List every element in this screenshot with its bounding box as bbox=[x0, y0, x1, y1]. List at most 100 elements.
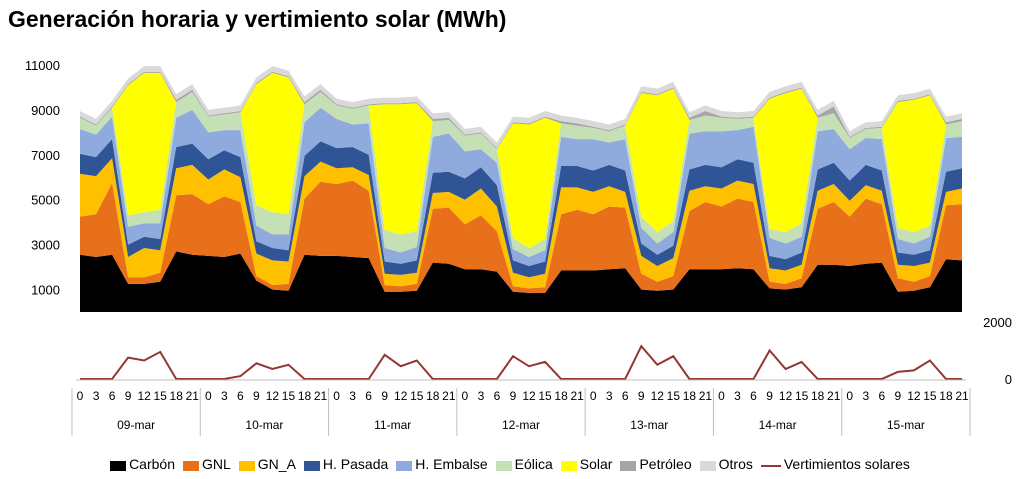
legend-item: GNL bbox=[182, 456, 231, 473]
legend-item: Vertimientos solares bbox=[760, 456, 910, 473]
legend-item: Otros bbox=[699, 456, 753, 473]
x-hour-label: 3 bbox=[221, 389, 228, 403]
x-hour-label: 15 bbox=[795, 389, 809, 403]
x-hour-label: 6 bbox=[878, 389, 885, 403]
legend-swatch bbox=[182, 460, 199, 471]
y-axis-secondary: 0 2000 bbox=[983, 315, 1012, 387]
y-tick-label: 1000 bbox=[31, 283, 60, 298]
x-hour-label: 12 bbox=[651, 389, 665, 403]
x-hour-label: 15 bbox=[282, 389, 296, 403]
legend-swatch bbox=[620, 460, 637, 471]
legend-swatch bbox=[699, 460, 716, 471]
y-axis-main: 1000 3000 5000 7000 9000 11000 bbox=[25, 58, 60, 298]
x-hour-label: 21 bbox=[699, 389, 713, 403]
x-hour-label: 6 bbox=[494, 389, 501, 403]
x-day-label: 09-mar bbox=[117, 418, 155, 432]
x-hour-label: 9 bbox=[381, 389, 388, 403]
legend-label: GN_A bbox=[257, 456, 296, 473]
x-hour-label: 9 bbox=[125, 389, 132, 403]
x-hour-label: 21 bbox=[314, 389, 328, 403]
area-series-GNL bbox=[80, 180, 962, 293]
x-hour-label: 12 bbox=[137, 389, 151, 403]
x-hour-label: 12 bbox=[907, 389, 921, 403]
legend: Carbón GNL GN_A H. Pasada H. Embalse Eólica So… bbox=[0, 455, 1020, 472]
x-day-label: 12-mar bbox=[502, 418, 540, 432]
x-hour-label: 3 bbox=[862, 389, 869, 403]
legend-label: Otros bbox=[718, 456, 753, 473]
x-axis: 0 3 6 9 12 15 18 21 0 3 6 9 12 15 18 21 0 3 6 9 12 15 18 21 0 3 6 9… bbox=[71, 379, 971, 436]
y-tick-label: 3000 bbox=[31, 238, 60, 253]
x-hour-label: 15 bbox=[538, 389, 552, 403]
x-hour-label: 18 bbox=[298, 389, 312, 403]
area-series-H. Embalse bbox=[80, 107, 962, 266]
x-hour-label: 21 bbox=[442, 389, 456, 403]
x-hour-label: 6 bbox=[237, 389, 244, 403]
x-hour-label: 21 bbox=[827, 389, 841, 403]
x-hour-label: 12 bbox=[394, 389, 408, 403]
legend-label: Vertimientos solares bbox=[783, 456, 910, 473]
legend-item: Carbón bbox=[110, 456, 175, 472]
x-hour-label: 15 bbox=[410, 389, 424, 403]
legend-item: GN_A bbox=[238, 456, 296, 473]
x-hour-label: 0 bbox=[462, 389, 469, 403]
x-hour-label: 3 bbox=[478, 389, 485, 403]
area-series-Solar bbox=[80, 72, 962, 249]
line-series-vertimientos bbox=[80, 344, 962, 380]
x-hour-label: 6 bbox=[750, 389, 757, 403]
x-hour-label: 3 bbox=[93, 389, 100, 403]
x-hour-label: 9 bbox=[766, 389, 773, 403]
x-hour-label: 3 bbox=[734, 389, 741, 403]
x-day-label: 10-mar bbox=[245, 418, 283, 432]
x-hour-label: 0 bbox=[205, 389, 212, 403]
legend-item: Solar bbox=[560, 456, 613, 473]
y-tick-label: 11000 bbox=[25, 58, 60, 73]
legend-label: GNL bbox=[201, 456, 231, 473]
legend-swatch bbox=[396, 460, 413, 471]
x-hour-label: 18 bbox=[426, 389, 440, 403]
x-hour-label: 18 bbox=[170, 389, 184, 403]
x-hour-label: 6 bbox=[365, 389, 372, 403]
legend-swatch bbox=[110, 460, 127, 471]
chart-title: Generación horaria y vertimiento solar (… bbox=[8, 6, 507, 32]
area-series-GN_A bbox=[80, 158, 962, 289]
x-hour-label: 21 bbox=[955, 389, 969, 403]
x-hour-label: 15 bbox=[667, 389, 681, 403]
legend-swatch bbox=[495, 460, 512, 471]
x-hour-label: 18 bbox=[554, 389, 568, 403]
legend-item: Eólica bbox=[495, 456, 553, 472]
x-hour-label: 21 bbox=[570, 389, 584, 403]
x-day-label: 13-mar bbox=[630, 418, 668, 432]
x-hour-label: 21 bbox=[186, 389, 200, 403]
x-hour-label: 15 bbox=[923, 389, 937, 403]
legend-label: Solar bbox=[579, 456, 613, 473]
legend-swatch bbox=[238, 460, 255, 471]
area-series-Carbón bbox=[80, 251, 962, 312]
x-hour-label: 9 bbox=[253, 389, 260, 403]
area-series-Eólica bbox=[80, 91, 962, 258]
legend-swatch bbox=[560, 460, 577, 471]
x-hour-label: 0 bbox=[77, 389, 84, 403]
x-hour-label: 6 bbox=[622, 389, 629, 403]
legend-item: Petróleo bbox=[620, 456, 692, 473]
stacked-area-plot bbox=[80, 66, 962, 312]
legend-label: Petróleo bbox=[639, 456, 692, 473]
y-tick-label: 9000 bbox=[31, 103, 60, 118]
x-hour-label: 12 bbox=[266, 389, 280, 403]
x-hour-label: 3 bbox=[606, 389, 613, 403]
vertimiento-line-plot bbox=[80, 344, 962, 380]
x-hour-label: 18 bbox=[811, 389, 825, 403]
x-hour-label: 9 bbox=[510, 389, 517, 403]
legend-label: H. Embalse bbox=[415, 456, 488, 473]
x-hour-label: 6 bbox=[109, 389, 116, 403]
x-hour-label: 0 bbox=[718, 389, 725, 403]
y2-tick-label: 0 bbox=[1005, 372, 1012, 387]
legend-item: H. Embalse bbox=[396, 456, 488, 473]
x-hour-label: 0 bbox=[333, 389, 340, 403]
x-hour-label: 12 bbox=[522, 389, 536, 403]
x-hour-label: 3 bbox=[349, 389, 356, 403]
x-hour-label: 15 bbox=[154, 389, 168, 403]
x-day-label: 15-mar bbox=[887, 418, 925, 432]
legend-swatch bbox=[303, 460, 320, 471]
legend-item: H. Pasada bbox=[303, 456, 388, 472]
